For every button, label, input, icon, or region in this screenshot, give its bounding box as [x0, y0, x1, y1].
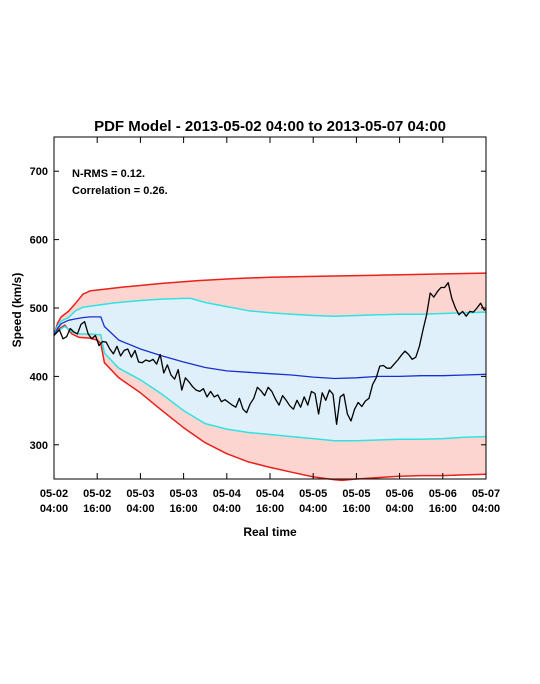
x-tick-label-time: 04:00 [40, 503, 68, 515]
x-tick-label-time: 16:00 [429, 503, 457, 515]
x-tick-label-date: 05-07 [472, 488, 500, 500]
axis-ticks: 300 400 500 600 700 05-02 04:00 05-02 16:00 05-03… [30, 137, 500, 515]
correlation-annotation: Correlation = 0.26. [72, 185, 168, 197]
x-tick-label-date: 05-03 [126, 488, 154, 500]
x-tick-label-time: 16:00 [83, 503, 111, 515]
inner-band-fill [54, 298, 486, 441]
x-tick-label-time: 04:00 [299, 503, 327, 515]
y-tick-label: 400 [30, 371, 48, 383]
x-axis-label: Real time [243, 525, 297, 539]
upper-outer-line [53, 272, 487, 336]
x-tick-label-time: 16:00 [256, 503, 284, 515]
x-tick-label-date: 05-05 [342, 488, 370, 500]
x-tick-label-date: 05-04 [256, 488, 285, 500]
lower-outer-line [53, 324, 487, 482]
x-tick-label-time: 04:00 [386, 503, 414, 515]
y-tick-label: 700 [30, 166, 48, 178]
x-tick-label-date: 05-05 [299, 488, 327, 500]
x-tick-label-date: 05-02 [40, 488, 68, 500]
plot-area [53, 272, 487, 482]
nrms-annotation: N-RMS = 0.12. [72, 168, 145, 180]
x-tick-label-time: 16:00 [342, 503, 370, 515]
median-series-line [53, 316, 487, 380]
x-tick-label-date: 05-03 [170, 488, 198, 500]
x-tick-label-date: 05-06 [429, 488, 457, 500]
x-tick-label-date: 05-04 [213, 488, 242, 500]
lower-inner-line [53, 325, 487, 442]
x-tick-label-date: 05-06 [386, 488, 414, 500]
x-tick-label-date: 05-02 [83, 488, 111, 500]
x-tick-label-time: 04:00 [126, 503, 154, 515]
observed-series-line [53, 282, 487, 425]
y-tick-label: 300 [30, 440, 48, 452]
chart-title: PDF Model - 2013-05-02 04:00 to 2013-05-… [94, 118, 446, 135]
x-tick-label-time: 04:00 [472, 503, 500, 515]
y-tick-label: 600 [30, 235, 48, 247]
x-tick-label-time: 16:00 [170, 503, 198, 515]
y-axis-label: Speed (km/s) [10, 273, 24, 348]
x-tick-label-time: 04:00 [213, 503, 241, 515]
upper-inner-line [53, 297, 487, 336]
y-tick-label: 500 [30, 303, 48, 315]
